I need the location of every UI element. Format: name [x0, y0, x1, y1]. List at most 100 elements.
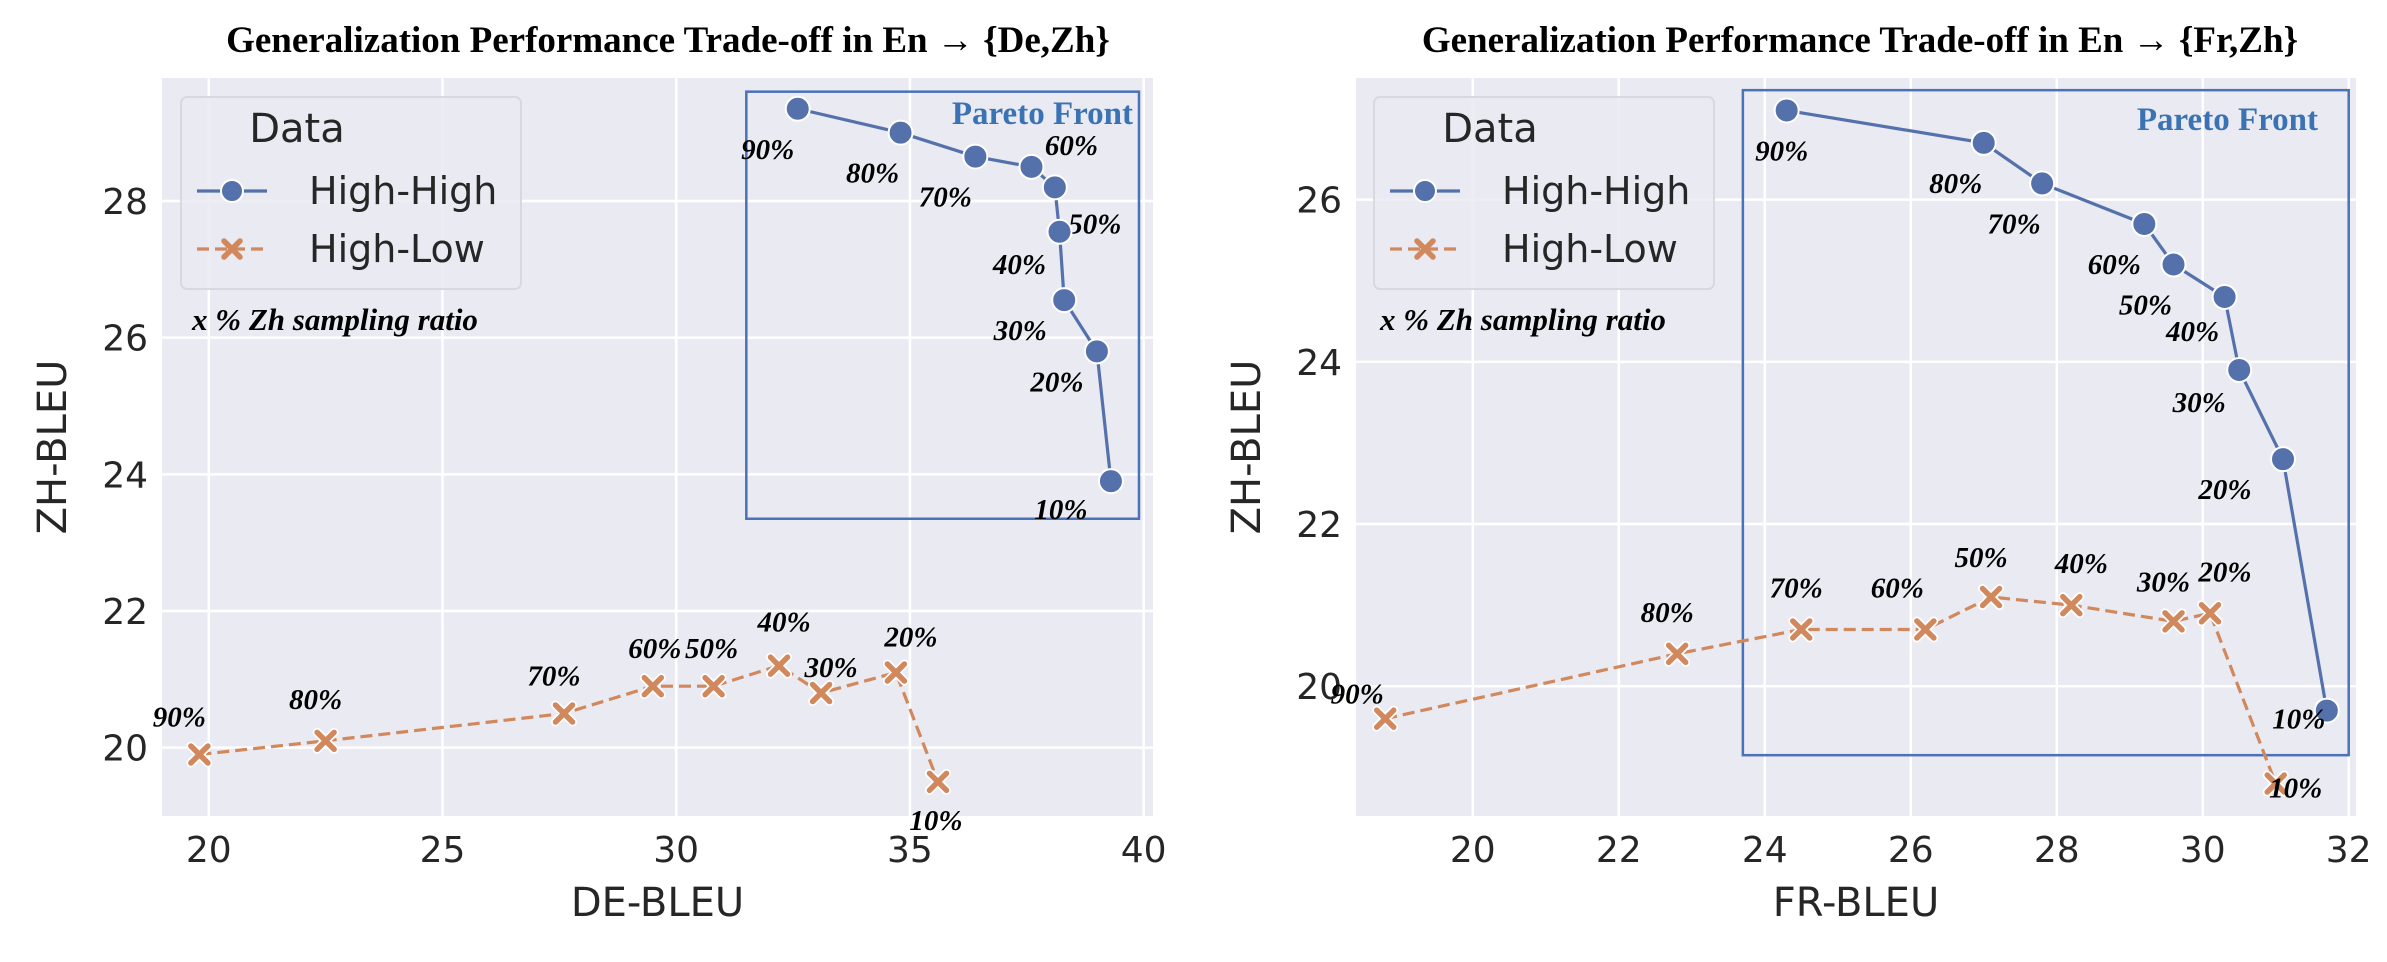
- data-point-stroke: [2198, 602, 2222, 625]
- data-label: 70%: [1988, 208, 2041, 240]
- x-tick-label: 20: [186, 830, 232, 871]
- data-label: 90%: [741, 134, 794, 166]
- series-line: [199, 663, 940, 783]
- data-label: 90%: [153, 702, 206, 734]
- data-point: [924, 768, 951, 795]
- data-point: [887, 119, 914, 146]
- legend-marker: [1413, 179, 1437, 203]
- data-point-stroke: [2060, 593, 2083, 617]
- y-axis-label: ZH-BLEU: [1224, 360, 1270, 535]
- data-point: [808, 680, 835, 706]
- chart-title: Generalization Performance Trade-off in …: [1422, 20, 2298, 61]
- data-point-stroke: [641, 674, 665, 698]
- pareto-front-label: Pareto Front: [952, 96, 1133, 132]
- chart-panel-2: Generalization Performance Trade-off in …: [1224, 20, 2372, 926]
- data-point: [1788, 616, 1815, 643]
- data-label: 10%: [2269, 773, 2322, 805]
- data-label: 40%: [992, 249, 1046, 281]
- legend-box: [180, 96, 522, 290]
- legend-title: Data: [249, 106, 345, 152]
- data-label: 20%: [2197, 474, 2251, 506]
- data-point: [1046, 218, 1073, 245]
- data-label: 10%: [1034, 494, 1087, 526]
- data-label: 70%: [1770, 572, 1823, 604]
- data-point: [1978, 584, 2005, 611]
- data-point: [2197, 600, 2224, 627]
- data-label: 60%: [628, 633, 681, 665]
- legend-entry-label: High-Low: [1502, 227, 1678, 271]
- data-label: 70%: [527, 661, 580, 693]
- x-tick-label: 40: [1121, 830, 1167, 871]
- data-label: 50%: [1068, 208, 1121, 240]
- x-tick-label: 35: [887, 830, 933, 871]
- data-point: [2160, 251, 2187, 278]
- y-tick-label: 22: [102, 592, 148, 633]
- data-label: 50%: [2119, 290, 2172, 322]
- data-point: [962, 143, 989, 170]
- pareto-front-label: Pareto Front: [2137, 102, 2318, 138]
- data-label: 20%: [2197, 556, 2251, 588]
- data-label: 50%: [685, 633, 738, 665]
- data-point-stroke: [314, 729, 337, 753]
- chart-panel-1: Generalization Performance Trade-off in …: [30, 20, 1167, 926]
- data-point: [2262, 770, 2289, 797]
- series-high-low: 90%80%70%60%50%40%30%20%10%: [1331, 542, 2323, 805]
- data-label: 40%: [756, 607, 810, 639]
- data-point-stroke: [552, 702, 576, 725]
- data-label: 30%: [2172, 387, 2226, 419]
- sampling-ratio-note: x % Zh sampling ratio: [1379, 302, 1666, 337]
- series-high-low: 90%80%70%60%50%40%30%20%10%: [153, 607, 963, 837]
- series-high-high: 90%80%70%60%50%40%30%20%10%: [1755, 97, 2340, 736]
- series-high-high: 90%80%70%60%50%40%30%20%10%: [741, 95, 1124, 526]
- data-label: 50%: [1954, 542, 2007, 574]
- grid-lines: [1356, 78, 2356, 816]
- data-label: 40%: [2054, 548, 2108, 580]
- y-tick-label: 24: [1296, 343, 1342, 384]
- data-label: 30%: [993, 315, 1047, 347]
- data-point: [186, 741, 213, 768]
- x-tick-label: 30: [2180, 830, 2226, 871]
- y-tick-label: 20: [1296, 667, 1342, 708]
- pareto-front-box: [1741, 88, 2350, 757]
- legend-marker: [220, 179, 244, 203]
- legend-marker: [221, 238, 243, 260]
- data-label: 40%: [2165, 316, 2219, 348]
- data-point: [2211, 283, 2238, 310]
- data-label: 60%: [2088, 249, 2141, 281]
- x-tick-label: 26: [1888, 830, 1934, 871]
- x-tick-label: 24: [1742, 830, 1788, 871]
- y-axis-label: ZH-BLEU: [30, 360, 76, 535]
- data-label: 60%: [1871, 572, 1924, 604]
- data-point-stroke: [1665, 642, 1689, 666]
- data-point: [1664, 640, 1691, 667]
- legend-entry-label: High-High: [1502, 169, 1690, 213]
- data-point: [2313, 697, 2340, 724]
- y-tick-label: 26: [102, 319, 148, 360]
- x-axis-label: FR-BLEU: [1773, 880, 1939, 926]
- data-point-stroke: [188, 743, 211, 766]
- legend-box: [1373, 96, 1715, 290]
- data-point: [700, 673, 727, 700]
- pareto-front-box: [745, 90, 1141, 521]
- data-point: [1773, 97, 1800, 124]
- data-label: 30%: [2136, 566, 2190, 598]
- data-point-stroke: [926, 770, 950, 794]
- data-point: [2058, 592, 2085, 619]
- data-point: [2029, 170, 2056, 197]
- data-point: [1970, 129, 1997, 156]
- y-tick-label: 26: [1296, 181, 1342, 222]
- x-tick-label: 32: [2326, 830, 2372, 871]
- data-point: [551, 700, 578, 727]
- x-tick-label: 25: [420, 830, 466, 871]
- data-label: 80%: [1641, 597, 1694, 629]
- data-point-stroke: [1979, 585, 2003, 609]
- data-point-stroke: [2264, 772, 2287, 795]
- legend-entry-label: High-Low: [309, 227, 485, 271]
- data-point-stroke: [702, 674, 725, 698]
- data-point: [1041, 174, 1068, 201]
- data-label: 10%: [909, 805, 962, 837]
- x-tick-label: 30: [653, 830, 699, 871]
- legend: Data High-High High-Low: [1373, 96, 1715, 290]
